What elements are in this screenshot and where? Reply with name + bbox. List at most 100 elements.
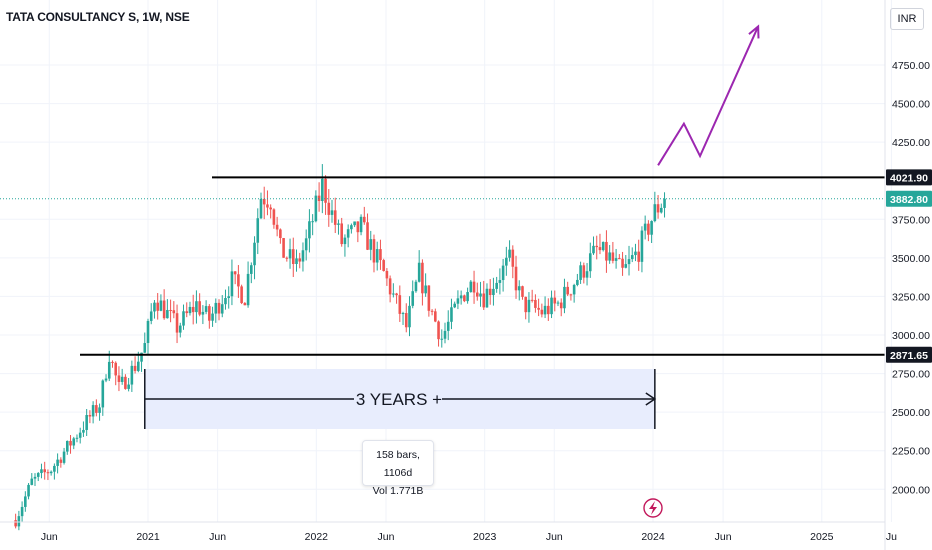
- candle: [230, 259, 234, 306]
- candle: [650, 220, 653, 243]
- candle: [62, 447, 66, 465]
- candle: [172, 301, 176, 319]
- candle: [240, 284, 243, 305]
- candle: [198, 293, 201, 317]
- candle: [640, 226, 644, 273]
- candle: [256, 208, 260, 255]
- time-tick-label: Jun: [546, 531, 563, 543]
- candle: [259, 192, 263, 220]
- currency-button[interactable]: INR: [890, 8, 924, 30]
- date-range-measure[interactable]: [144, 369, 657, 429]
- candle: [178, 322, 182, 338]
- candle: [588, 242, 592, 278]
- candle: [111, 360, 114, 368]
- candle: [36, 472, 40, 482]
- candle: [153, 300, 156, 319]
- support-price-tag: 2871.65: [886, 346, 932, 363]
- candle: [220, 295, 224, 318]
- grid-lines: [0, 0, 892, 522]
- time-tick-label: 2024: [641, 531, 665, 543]
- candle: [385, 268, 389, 286]
- candle: [411, 280, 415, 309]
- candle: [479, 281, 482, 307]
- candle: [350, 223, 353, 234]
- time-tick-label: 2025: [810, 531, 834, 543]
- candle: [85, 408, 88, 436]
- candle: [353, 221, 356, 228]
- candle: [140, 352, 143, 372]
- price-tick-label: 3750.00: [892, 214, 930, 226]
- candle: [175, 304, 179, 344]
- candle: [56, 453, 59, 474]
- candle: [463, 294, 466, 303]
- candle: [475, 282, 479, 301]
- candle: [117, 366, 121, 392]
- chart-title: TATA CONSULTANCY S, 1W, NSE: [6, 10, 190, 24]
- candle: [492, 277, 495, 306]
- candle: [233, 271, 237, 285]
- candle: [547, 298, 550, 321]
- candle: [127, 377, 130, 392]
- candle: [243, 301, 247, 306]
- time-axis[interactable]: Jun 2021 Jun 2022 Jun 2023 Jun 2024 Jun 2025 Ju: [0, 521, 897, 543]
- time-tick-label: Jun: [715, 531, 732, 543]
- candle: [227, 286, 231, 309]
- candle: [534, 294, 537, 313]
- candle: [120, 368, 124, 385]
- candle: [388, 275, 392, 303]
- candle: [566, 281, 569, 296]
- candle: [543, 296, 547, 319]
- candle: [624, 255, 628, 269]
- svg-text:3882.80: 3882.80: [890, 194, 928, 206]
- price-tick-label: 4500.00: [892, 99, 930, 111]
- time-tick-label: Jun: [41, 531, 58, 543]
- candle: [130, 360, 134, 392]
- price-axis[interactable]: 2000.00 2250.00 2500.00 2750.00 3000.00 3250.…: [884, 0, 930, 550]
- candle: [417, 250, 421, 283]
- candle: [149, 303, 153, 325]
- candle: [540, 303, 544, 318]
- candle: [266, 190, 269, 216]
- candle: [563, 278, 566, 314]
- candle: [618, 254, 621, 260]
- candle: [392, 283, 395, 298]
- candle: [327, 189, 331, 227]
- candle: [582, 262, 586, 284]
- candle: [291, 237, 295, 277]
- price-tick-label: 2750.00: [892, 369, 930, 381]
- candle: [647, 220, 650, 242]
- candle: [295, 249, 298, 272]
- candle: [614, 248, 618, 269]
- resistance-price-tag: 4021.90: [886, 169, 932, 186]
- candle: [285, 256, 289, 262]
- candle: [466, 287, 469, 304]
- candle: [601, 241, 605, 252]
- candle: [298, 252, 302, 269]
- candle: [450, 298, 453, 330]
- measure-arrowhead: [645, 392, 657, 406]
- candle: [362, 206, 366, 225]
- candle: [343, 234, 347, 257]
- candle: [482, 280, 486, 310]
- candle: [469, 280, 473, 293]
- candle: [550, 290, 553, 319]
- candle: [133, 356, 137, 374]
- candle: [382, 258, 385, 272]
- candle: [143, 332, 147, 353]
- candle: [576, 273, 579, 287]
- candle: [166, 299, 169, 319]
- candle: [517, 280, 521, 301]
- candle: [72, 436, 76, 450]
- lightning-icon[interactable]: [643, 498, 663, 518]
- candle: [275, 216, 279, 237]
- candle: [237, 265, 240, 298]
- candle: [279, 228, 282, 244]
- candle: [65, 440, 69, 455]
- projection-arrow[interactable]: [657, 26, 760, 166]
- candle: [598, 233, 602, 255]
- candle: [627, 245, 631, 276]
- candle: [49, 470, 53, 476]
- time-tick-label: 2022: [305, 531, 329, 543]
- price-tick-label: 2000.00: [892, 484, 930, 496]
